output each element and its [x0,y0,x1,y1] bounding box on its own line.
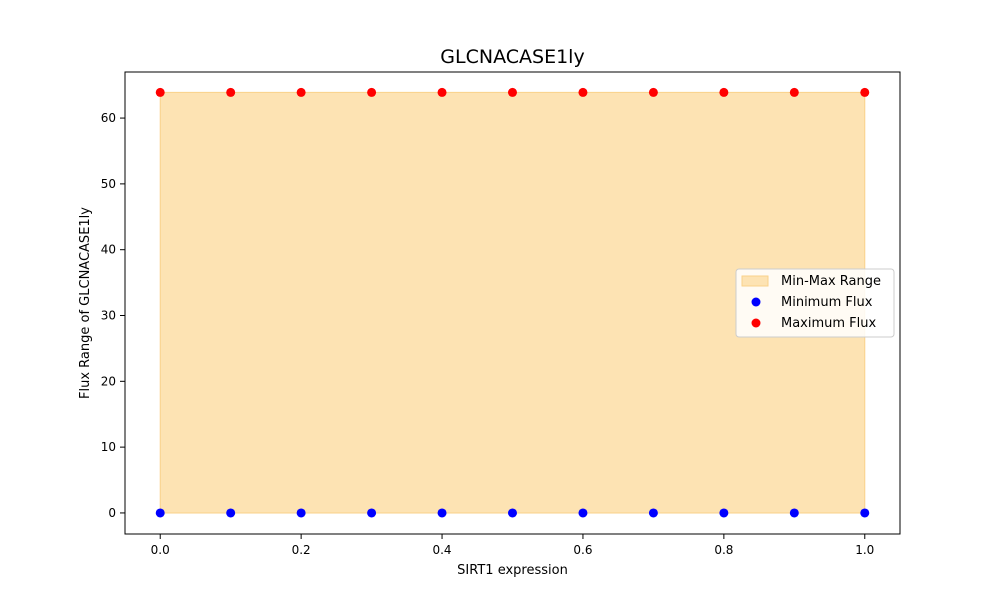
x-tick-label: 0.0 [151,543,170,557]
max-flux-point [578,87,588,97]
y-tick-label: 60 [101,111,116,125]
min-flux-point [367,508,377,518]
x-tick-label: 0.2 [292,543,311,557]
legend: Min-Max Range Minimum Flux Maximum Flux [735,268,895,338]
max-flux-point [860,87,870,97]
max-flux-point [226,87,236,97]
legend-swatch-range [741,275,769,287]
max-flux-point [296,87,306,97]
max-flux-point [367,87,377,97]
max-flux-point [648,87,658,97]
axes-frame [124,71,901,535]
legend-label-range: Min-Max Range [781,274,881,289]
y-tick-label: 40 [101,243,116,257]
legend-frame [735,268,895,338]
y-tick-label: 20 [101,374,116,388]
min-flux-point [860,508,870,518]
y-tick-label: 50 [101,177,116,191]
y-tick-label: 10 [101,440,116,454]
min-flux-point [155,508,165,518]
min-flux-point [296,508,306,518]
min-flux-point [508,508,517,518]
plot-area: 0.0 0.2 0.4 0.6 0.8 1.0 0 10 20 30 40 50 60 [101,71,901,557]
min-flux-point [789,508,799,518]
max-flux-point [155,87,165,97]
x-axis-label: SIRT1 expression [457,563,568,578]
y-tick-label: 0 [108,506,116,520]
max-flux-point [789,87,799,97]
y-tick-label: 30 [101,309,116,323]
max-flux-point [508,87,517,97]
min-flux-point [578,508,588,518]
x-tick-label: 0.4 [432,543,451,557]
min-flux-point [226,508,236,518]
legend-label-min: Minimum Flux [781,295,873,310]
max-flux-point [719,87,729,97]
x-tick-label: 0.8 [714,543,733,557]
x-tick-label: 1.0 [855,543,874,557]
min-flux-point [648,508,658,518]
x-tick-label: 0.6 [573,543,592,557]
legend-marker-min [751,297,761,307]
legend-marker-max [751,318,761,328]
min-flux-point [719,508,729,518]
chart-title: GLCNACASE1ly [440,46,584,68]
legend-label-max: Maximum Flux [781,316,877,331]
min-flux-point [437,508,447,518]
y-axis-label: Flux Range of GLCNACASE1ly [78,207,93,399]
max-flux-point [437,87,447,97]
